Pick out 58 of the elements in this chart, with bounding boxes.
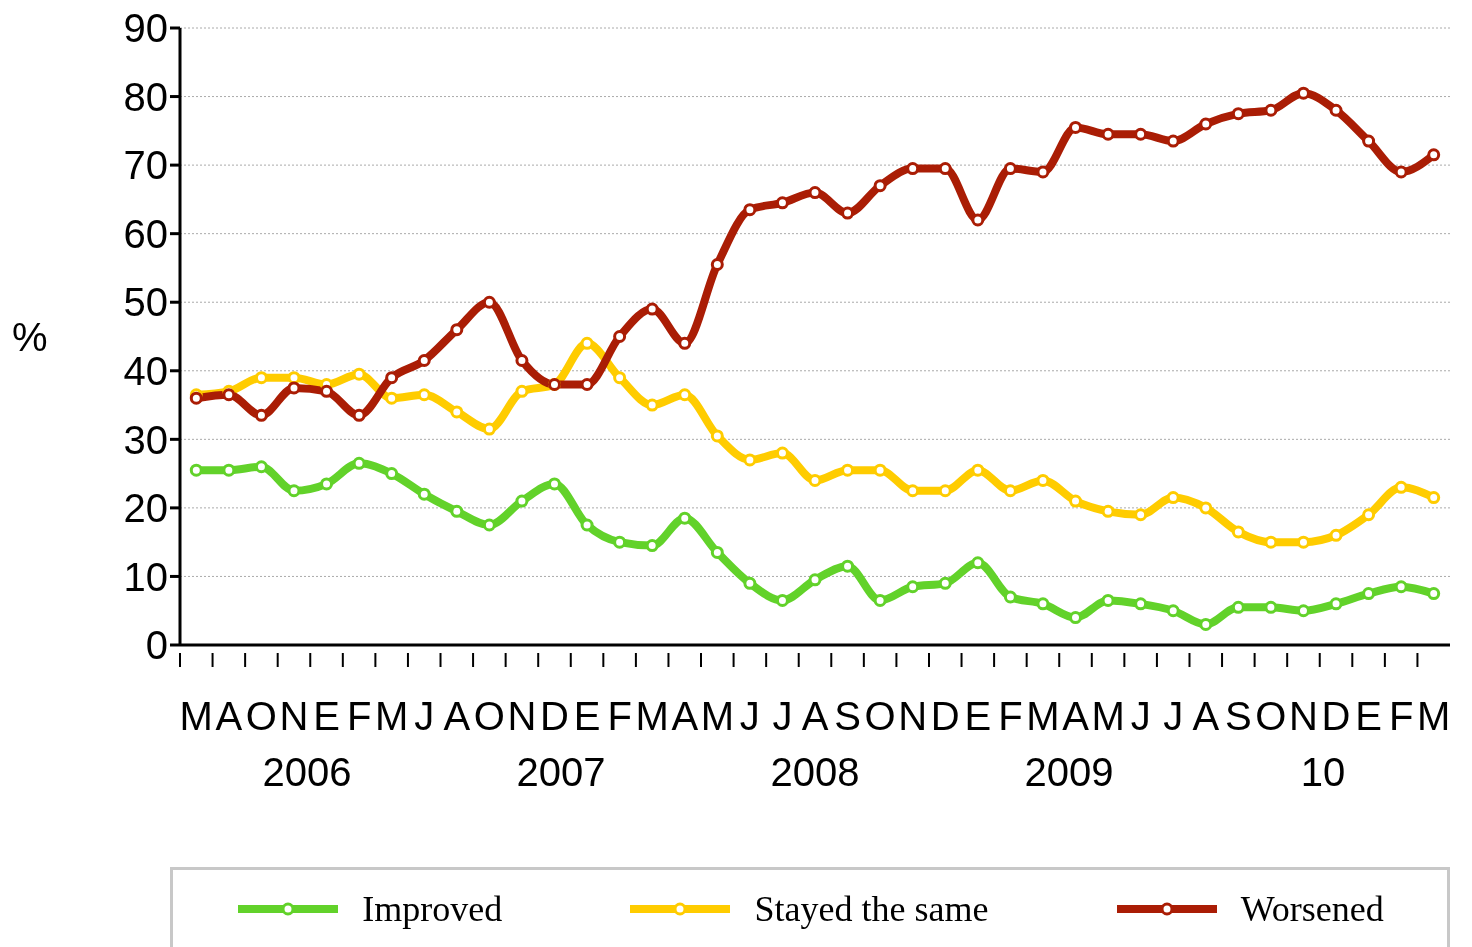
x-tick-label: A <box>801 694 829 738</box>
x-tick-label: A <box>443 694 471 738</box>
x-tick-label: M <box>1091 694 1125 738</box>
x-tick-label: J <box>739 694 760 738</box>
x-tick-label: M <box>375 694 409 738</box>
x-tick-label: O <box>245 694 277 738</box>
text: 2008 <box>769 750 861 796</box>
x-tick-label: J <box>772 694 793 738</box>
x-tick-label: N <box>1289 694 1318 738</box>
x-tick-label: A <box>1062 694 1090 738</box>
x-tick-label: J <box>1130 694 1151 738</box>
x-tick-label: A <box>671 694 699 738</box>
x-tick-label: A <box>215 694 243 738</box>
y-tick-label: 10 <box>123 554 168 599</box>
y-tick-label: 50 <box>123 280 168 325</box>
y-tick-label: 20 <box>123 486 168 531</box>
y-tick-label: 30 <box>123 417 168 462</box>
legend-label: Worsened <box>1240 888 1384 930</box>
x-tick-label: J <box>1163 694 1184 738</box>
text: 10 <box>1299 750 1347 796</box>
text: 2009 <box>1023 750 1115 796</box>
x-tick-label: M <box>179 694 213 738</box>
x-tick-label: M <box>1417 694 1451 738</box>
x-tick-label: M <box>700 694 734 738</box>
x-tick-label: E <box>1355 694 1382 738</box>
x-tick-label: N <box>898 694 928 738</box>
x-tick-label: F <box>1388 694 1414 738</box>
x-tick-label: M <box>1026 694 1060 738</box>
x-tick-label: E <box>964 694 992 738</box>
x-tick-label: F <box>998 694 1023 738</box>
x-tick-label: J <box>414 694 435 738</box>
x-tick-label: N <box>279 694 309 738</box>
legend-label: Improved <box>362 888 503 930</box>
text: 2007 <box>515 750 607 796</box>
y-tick-label: 0 <box>145 623 168 668</box>
x-tick-label: O <box>473 694 505 738</box>
y-tick-label: 80 <box>123 74 168 119</box>
x-tick-label: M <box>635 694 669 738</box>
x-tick-label: O <box>864 694 896 738</box>
y-tick-label: 40 <box>123 348 168 393</box>
x-tick-label: F <box>346 694 372 738</box>
x-tick-label: E <box>573 694 601 738</box>
y-tick-label: 60 <box>123 211 168 256</box>
x-tick-label: A <box>1192 694 1220 738</box>
x-tick-label: D <box>1321 694 1351 738</box>
x-tick-label: S <box>834 694 861 738</box>
x-tick-label: S <box>1224 694 1252 738</box>
x-tick-label: O <box>1255 694 1287 738</box>
x-tick-label: D <box>930 694 960 738</box>
x-tick-label: N <box>507 694 537 738</box>
text: 2006 <box>261 750 353 796</box>
legend-label: Stayed the same <box>754 888 989 930</box>
y-axis-title: % <box>12 314 48 359</box>
y-tick-label: 90 <box>123 6 168 51</box>
x-tick-label: F <box>607 694 632 738</box>
x-tick-label: D <box>540 694 569 738</box>
y-tick-label: 70 <box>123 143 168 188</box>
x-tick-label: E <box>313 694 340 738</box>
